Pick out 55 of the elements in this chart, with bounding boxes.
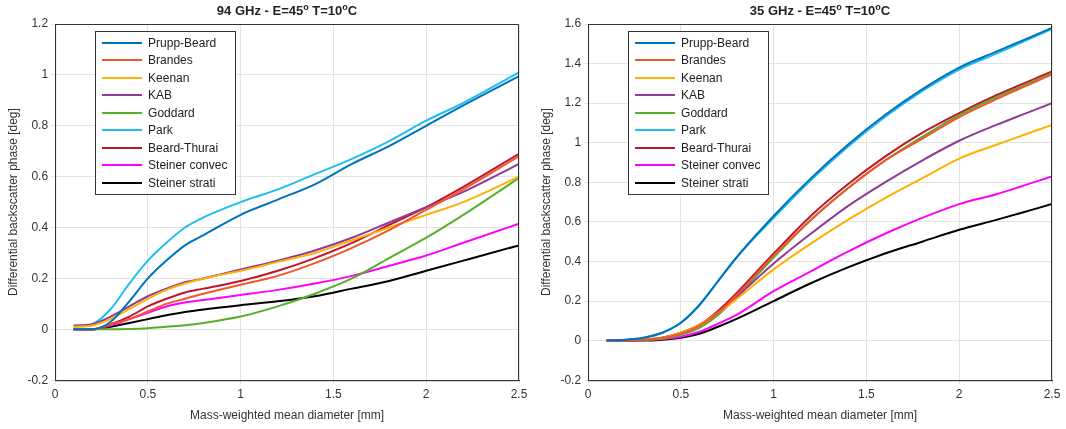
- x-tick-label: 1.5: [325, 386, 343, 401]
- y-tick-label: -0.2: [560, 372, 582, 387]
- y-tick-label: 0.6: [564, 214, 582, 229]
- legend-label: KAB: [681, 88, 706, 103]
- x-tick-label: 0: [51, 386, 59, 401]
- legend-label: Steiner convec: [681, 158, 761, 173]
- x-axis-title: Mass-weighted mean diameter [mm]: [723, 408, 918, 423]
- y-tick-label: 1.4: [564, 55, 582, 70]
- chart-title: 35 GHz - E=45$^{o}$ T=10$^{o}$C: [748, 2, 892, 19]
- legend-label: Prupp-Beard: [681, 35, 750, 50]
- y-tick-label: 0.2: [564, 293, 582, 308]
- y-tick-label: 1: [41, 67, 49, 82]
- x-tick-label: 2.5: [510, 386, 528, 401]
- x-tick-label: 0.5: [139, 386, 157, 401]
- legend-label: Park: [681, 123, 706, 138]
- legend-label: Goddard: [681, 105, 728, 120]
- y-axis-title: Differential backscatter phase [deg]: [5, 108, 20, 297]
- legend-label: KAB: [148, 88, 173, 103]
- line-series: [642, 123, 1052, 341]
- y-tick-label: 1: [574, 135, 582, 150]
- x-tick-label: 1.5: [858, 386, 876, 401]
- y-tick-label: 1.2: [31, 16, 49, 31]
- legend-label: Beard-Thurai: [681, 140, 752, 155]
- x-tick-label: 2: [422, 386, 430, 401]
- legend-label: Beard-Thurai: [148, 140, 219, 155]
- legend-label: Keenan: [681, 70, 723, 85]
- x-tick-label: 0.5: [672, 386, 690, 401]
- legend-label: Goddard: [148, 105, 195, 120]
- x-tick-label: 0: [584, 386, 592, 401]
- y-tick-label: 0.4: [564, 253, 582, 268]
- y-tick-label: 0: [41, 321, 49, 336]
- x-tick-label: 2: [955, 386, 963, 401]
- y-tick-label: 0.8: [564, 174, 582, 189]
- x-tick-label: 1: [770, 386, 778, 401]
- y-tick-label: 0.8: [31, 118, 49, 133]
- legend-label: Prupp-Beard: [148, 35, 217, 50]
- chart-title: 94 GHz - E=45$^{o}$ T=10$^{o}$C: [215, 2, 359, 19]
- y-tick-label: -0.2: [27, 372, 49, 387]
- legend-label: Brandes: [148, 53, 193, 68]
- y-tick-label: 1.2: [564, 95, 582, 110]
- y-tick-label: 0.2: [31, 270, 49, 285]
- y-tick-label: 0.4: [31, 219, 49, 234]
- x-tick-label: 2.5: [1043, 386, 1061, 401]
- y-tick-label: 1.6: [564, 16, 582, 31]
- legend-label: Steiner strati: [148, 175, 216, 190]
- y-tick-label: 0.6: [31, 168, 49, 183]
- legend-label: Park: [148, 123, 173, 138]
- x-tick-label: 1: [237, 386, 245, 401]
- legend-label: Keenan: [148, 70, 190, 85]
- legend-label: Steiner convec: [148, 158, 228, 173]
- legend-label: Steiner strati: [681, 175, 749, 190]
- y-tick-label: 0: [574, 332, 582, 347]
- y-axis-title: Differential backscatter phase [deg]: [538, 108, 553, 297]
- legend-label: Brandes: [681, 53, 726, 68]
- x-axis-title: Mass-weighted mean diameter [mm]: [190, 408, 385, 423]
